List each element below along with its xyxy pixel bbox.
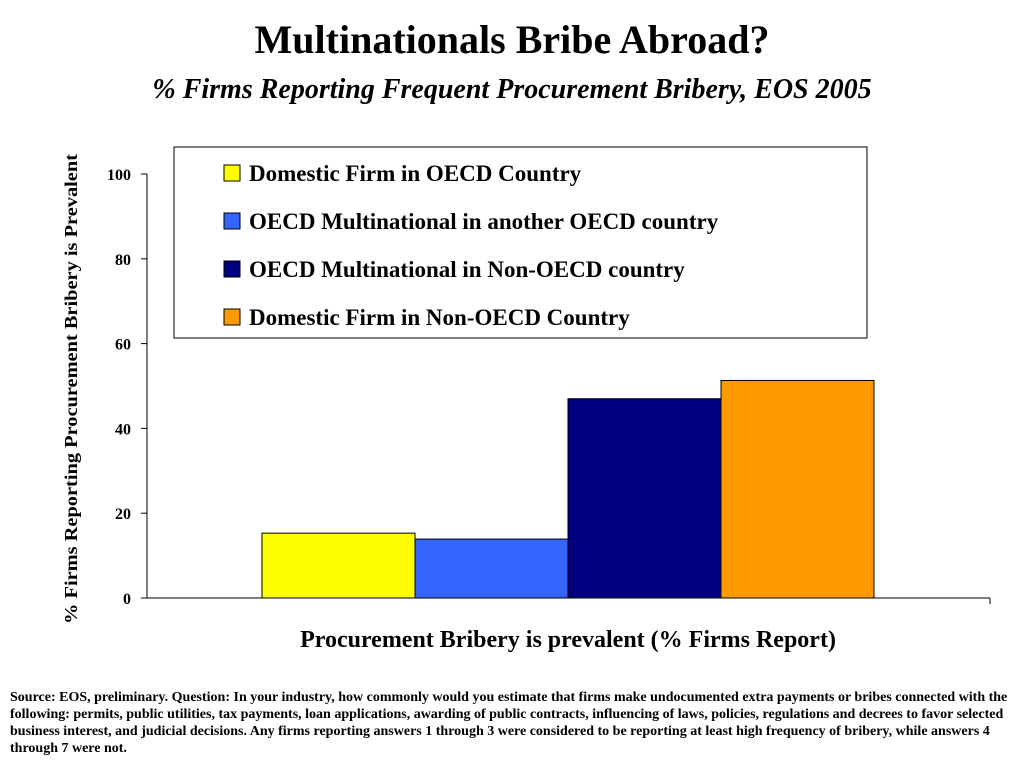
bar-3: [567, 398, 722, 599]
bars: [261, 379, 875, 599]
y-axis-label-group: % Firms Reporting Procurement Bribery is…: [61, 154, 81, 624]
chart-subtitle: % Firms Reporting Frequent Procurement B…: [152, 74, 872, 105]
chart-title: Multinationals Bribe Abroad?: [254, 17, 770, 62]
legend-items: Domestic Firm in OECD Country OECD Multin…: [223, 161, 719, 330]
bar-4: [720, 379, 875, 599]
y-axis-label: % Firms Reporting Procurement Bribery is…: [61, 154, 81, 624]
legend-swatch-4: [223, 308, 241, 326]
y-tick-label: 80: [115, 252, 131, 269]
legend-label-3: OECD Multinational in Non-OECD country: [249, 257, 685, 282]
legend-box: [173, 146, 868, 339]
legend-label-4: Domestic Firm in Non-OECD Country: [249, 305, 630, 330]
legend: Domestic Firm in OECD Country OECD Multin…: [173, 146, 868, 339]
legend-label-1: Domestic Firm in OECD Country: [249, 161, 582, 186]
legend-swatch-1: [223, 164, 241, 182]
x-axis-label: Procurement Bribery is prevalent (% Firm…: [300, 627, 836, 653]
y-tick-label: 60: [115, 337, 131, 354]
y-ticks: 0 20 40 60 80 100: [107, 167, 147, 608]
y-tick-label: 40: [115, 421, 131, 438]
y-tick-label: 20: [115, 506, 131, 523]
y-tick-label: 100: [107, 167, 131, 184]
bar-2: [414, 538, 569, 599]
legend-swatch-3: [223, 260, 241, 278]
y-tick-label: 0: [123, 591, 131, 608]
source-footnote: Source: EOS, preliminary. Question: In y…: [10, 690, 1008, 756]
legend-swatch-2: [223, 212, 241, 230]
legend-label-2: OECD Multinational in another OECD count…: [249, 209, 719, 234]
bar-1: [261, 532, 416, 599]
